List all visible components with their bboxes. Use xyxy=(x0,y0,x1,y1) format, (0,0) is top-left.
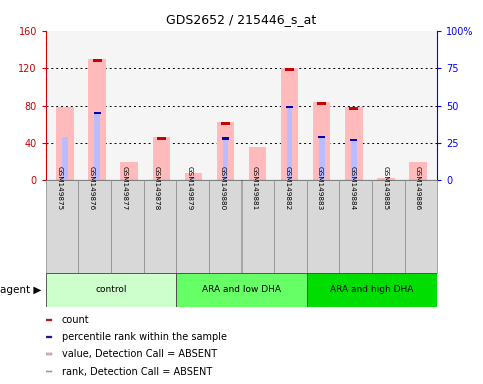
Bar xyxy=(46,273,176,307)
Bar xyxy=(88,59,106,180)
Bar xyxy=(409,162,426,180)
Bar xyxy=(46,319,52,321)
Bar xyxy=(153,137,170,180)
Text: ARA and high DHA: ARA and high DHA xyxy=(330,285,413,295)
Text: GDS2652 / 215446_s_at: GDS2652 / 215446_s_at xyxy=(166,13,317,26)
Text: ARA and low DHA: ARA and low DHA xyxy=(202,285,281,295)
Bar xyxy=(78,180,111,273)
Bar xyxy=(111,180,144,273)
Bar xyxy=(242,180,274,273)
Bar xyxy=(176,273,307,307)
Bar xyxy=(377,178,395,180)
Bar xyxy=(317,102,326,105)
Bar xyxy=(318,136,325,138)
Bar xyxy=(46,336,52,338)
Bar xyxy=(223,137,228,180)
Bar xyxy=(285,68,294,71)
Bar xyxy=(185,173,202,180)
Bar xyxy=(222,137,229,140)
Bar xyxy=(307,180,339,273)
Bar xyxy=(372,180,405,273)
Bar xyxy=(94,112,100,114)
Bar xyxy=(46,180,78,273)
Text: rank, Detection Call = ABSENT: rank, Detection Call = ABSENT xyxy=(61,366,212,377)
Text: GSM149886: GSM149886 xyxy=(415,166,421,210)
Bar xyxy=(176,180,209,273)
Bar xyxy=(350,139,357,141)
Text: GSM149883: GSM149883 xyxy=(317,166,323,210)
Text: GSM149877: GSM149877 xyxy=(121,166,128,210)
Bar xyxy=(349,108,358,110)
Bar xyxy=(46,353,52,355)
Bar xyxy=(57,106,74,180)
Text: GSM149884: GSM149884 xyxy=(350,166,355,210)
Bar xyxy=(286,106,293,108)
Bar xyxy=(62,137,68,180)
Bar xyxy=(93,59,101,61)
Bar xyxy=(217,122,234,180)
Text: GSM149875: GSM149875 xyxy=(56,166,62,210)
Text: count: count xyxy=(61,314,89,325)
Text: GSM149881: GSM149881 xyxy=(252,166,258,210)
Bar xyxy=(307,273,437,307)
Bar xyxy=(405,180,437,273)
Bar xyxy=(313,102,330,180)
Text: GSM149876: GSM149876 xyxy=(89,166,95,210)
Text: GSM149885: GSM149885 xyxy=(382,166,388,210)
Text: GSM149878: GSM149878 xyxy=(154,166,160,210)
Bar xyxy=(120,162,138,180)
Bar xyxy=(249,147,266,180)
Bar xyxy=(281,68,298,180)
Text: GSM149879: GSM149879 xyxy=(186,166,193,210)
Bar xyxy=(209,180,242,273)
Text: GSM149882: GSM149882 xyxy=(284,166,290,210)
Text: control: control xyxy=(95,285,127,295)
Bar xyxy=(190,177,196,180)
Text: agent ▶: agent ▶ xyxy=(0,285,41,295)
Bar xyxy=(157,137,166,140)
Bar xyxy=(221,122,230,125)
Bar xyxy=(274,180,307,273)
Bar xyxy=(351,139,356,180)
Bar xyxy=(345,108,363,180)
Bar xyxy=(319,136,325,180)
Bar xyxy=(94,112,100,180)
Text: percentile rank within the sample: percentile rank within the sample xyxy=(61,332,227,342)
Bar xyxy=(287,106,293,180)
Bar xyxy=(46,371,52,372)
Text: GSM149880: GSM149880 xyxy=(219,166,225,210)
Bar xyxy=(144,180,176,273)
Bar xyxy=(339,180,372,273)
Text: value, Detection Call = ABSENT: value, Detection Call = ABSENT xyxy=(61,349,217,359)
